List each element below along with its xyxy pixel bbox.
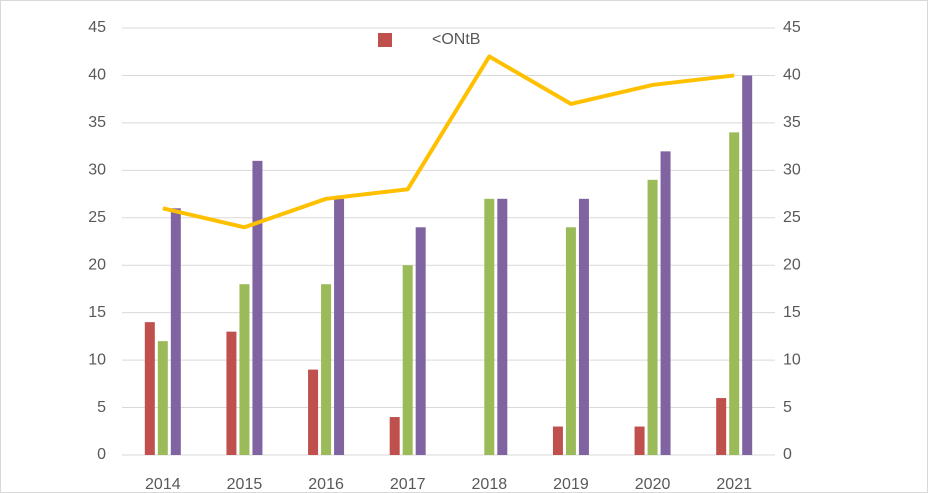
bar bbox=[170, 208, 181, 455]
y-tick-label: 35 bbox=[88, 114, 106, 131]
y-tick-label: 0 bbox=[97, 446, 106, 463]
y2-tick-label: 35 bbox=[783, 114, 801, 131]
x-tick-label: 2017 bbox=[390, 476, 426, 493]
bar bbox=[578, 198, 589, 456]
legend-label: <ONtB bbox=[432, 31, 480, 48]
y2-tick-label: 20 bbox=[783, 256, 801, 273]
bar bbox=[729, 132, 740, 455]
y2-tick-label: 40 bbox=[783, 67, 801, 84]
y-tick-label: 10 bbox=[88, 351, 106, 368]
y2-tick-label: 45 bbox=[783, 19, 801, 36]
bar bbox=[484, 198, 495, 456]
bar bbox=[389, 417, 400, 455]
x-tick-label: 2021 bbox=[716, 476, 752, 493]
legend-swatch bbox=[378, 33, 392, 47]
y2-tick-label: 0 bbox=[783, 446, 792, 463]
bar bbox=[252, 160, 263, 455]
bar bbox=[226, 331, 237, 455]
bar bbox=[402, 265, 413, 455]
bar bbox=[647, 179, 658, 456]
line bbox=[162, 54, 735, 230]
y-tick-label: 25 bbox=[88, 209, 106, 226]
x-tick-label: 2019 bbox=[553, 476, 589, 493]
bar bbox=[565, 227, 576, 455]
y-tick-label: 40 bbox=[88, 67, 106, 84]
y-tick-label: 30 bbox=[88, 162, 106, 179]
bar bbox=[660, 151, 671, 455]
bar bbox=[497, 198, 508, 456]
bar bbox=[716, 398, 727, 455]
y-tick-label: 5 bbox=[97, 399, 106, 416]
y-tick-label: 45 bbox=[88, 19, 106, 36]
bar bbox=[552, 426, 563, 455]
bar bbox=[634, 426, 645, 455]
x-tick-label: 2014 bbox=[145, 476, 181, 493]
bar bbox=[321, 284, 332, 455]
x-tick-label: 2016 bbox=[308, 476, 344, 493]
y-tick-label: 20 bbox=[88, 256, 106, 273]
y2-tick-label: 25 bbox=[783, 209, 801, 226]
x-tick-label: 2018 bbox=[472, 476, 508, 493]
x-tick-label: 2020 bbox=[635, 476, 671, 493]
bar bbox=[742, 75, 753, 455]
y2-tick-label: 30 bbox=[783, 162, 801, 179]
bar bbox=[415, 227, 426, 455]
bar bbox=[239, 284, 250, 455]
y2-tick-label: 10 bbox=[783, 351, 801, 368]
bar bbox=[144, 322, 155, 455]
y2-tick-label: 15 bbox=[783, 304, 801, 321]
y2-tick-label: 5 bbox=[783, 399, 792, 416]
bar bbox=[157, 341, 168, 455]
bar bbox=[308, 369, 319, 455]
x-tick-label: 2015 bbox=[227, 476, 263, 493]
bar bbox=[334, 198, 345, 456]
y-tick-label: 15 bbox=[88, 304, 106, 321]
